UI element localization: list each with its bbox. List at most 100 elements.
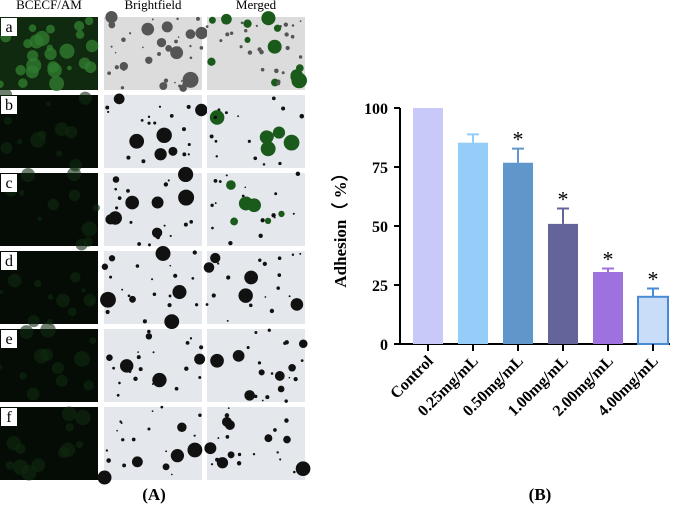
- cell: [0, 142, 13, 154]
- cell: [263, 131, 274, 142]
- cell: [151, 196, 164, 209]
- cell: [176, 17, 179, 21]
- micrograph: [104, 407, 202, 480]
- cell: [165, 450, 168, 453]
- cell: [246, 345, 250, 350]
- cell: [213, 115, 218, 120]
- cell: [84, 16, 94, 26]
- cell: [264, 217, 272, 225]
- cell: [205, 303, 209, 306]
- cell: [270, 372, 274, 375]
- cell: [28, 24, 37, 32]
- cell: [278, 161, 282, 166]
- cell: [179, 84, 187, 92]
- cell: [0, 80, 4, 88]
- cell: [152, 351, 155, 354]
- cell: [281, 71, 285, 75]
- cell: [247, 50, 253, 55]
- cell: [257, 361, 262, 365]
- cell: [295, 171, 301, 177]
- cell: [262, 163, 266, 166]
- error-bar: [512, 147, 524, 163]
- cell: [151, 278, 154, 281]
- cell: [108, 255, 116, 262]
- error-bar: [602, 267, 614, 273]
- cell: [274, 371, 285, 381]
- cell: [141, 22, 155, 36]
- cell: [215, 155, 218, 158]
- cell: [151, 18, 154, 21]
- cell: [156, 37, 167, 48]
- cell: [283, 22, 289, 27]
- cell: [271, 96, 276, 101]
- cell: [288, 363, 296, 372]
- cell: [295, 461, 311, 477]
- y-tick-label: 100: [364, 101, 388, 118]
- cell: [3, 116, 12, 125]
- cell: [34, 30, 50, 47]
- micrograph: [104, 95, 202, 168]
- cell: [218, 180, 222, 183]
- cell: [219, 39, 223, 43]
- cell: [61, 406, 77, 422]
- cell: [258, 258, 262, 262]
- cell: [208, 16, 216, 24]
- cell: [164, 314, 180, 330]
- cell: [105, 11, 118, 24]
- cell: [262, 261, 267, 267]
- cell: [145, 333, 153, 340]
- cell: [172, 285, 187, 300]
- cell: [182, 152, 187, 157]
- cell: [154, 148, 167, 161]
- cell: [225, 174, 228, 177]
- cell: [26, 50, 39, 62]
- cell: [59, 43, 75, 59]
- cell: [276, 451, 279, 454]
- cell: [58, 446, 70, 459]
- cell: [128, 370, 132, 373]
- cell: [227, 451, 235, 459]
- cell: [203, 262, 215, 273]
- cell: [126, 189, 130, 193]
- panel-label: (B): [529, 485, 552, 504]
- cell: [81, 221, 98, 237]
- cell: [163, 182, 169, 187]
- panel-label: (A): [142, 485, 166, 504]
- cell: [299, 113, 305, 119]
- cell: [253, 156, 258, 161]
- bar: [458, 142, 488, 344]
- cell: [261, 399, 264, 402]
- cell: [47, 198, 60, 211]
- cell: [160, 405, 164, 409]
- cell: [83, 380, 94, 391]
- cell: [106, 354, 113, 361]
- cell: [228, 240, 233, 246]
- cell: [136, 355, 141, 360]
- cell: [37, 216, 42, 222]
- cell: [271, 213, 276, 218]
- row-label-box: [1, 408, 17, 426]
- cell: [89, 298, 95, 305]
- cell: [157, 52, 161, 56]
- cell: [118, 381, 121, 385]
- cell: [135, 264, 140, 268]
- y-tick-label: 50: [372, 219, 388, 236]
- bar: [503, 162, 533, 344]
- cell: [159, 82, 168, 90]
- cell: [178, 425, 183, 430]
- cell: [291, 253, 295, 256]
- cell: [252, 452, 256, 456]
- cell: [147, 427, 151, 431]
- cell: [155, 235, 161, 240]
- cell: [293, 470, 296, 474]
- cell: [288, 376, 291, 379]
- cell: [54, 122, 69, 137]
- cell: [120, 86, 125, 90]
- cell: [210, 353, 224, 368]
- cell: [163, 78, 169, 83]
- cell: [264, 434, 273, 443]
- cell: [170, 449, 185, 463]
- cell: [187, 153, 190, 156]
- y-axis-label: Adhesion（ %）: [330, 164, 350, 287]
- significance-mark: *: [603, 246, 614, 271]
